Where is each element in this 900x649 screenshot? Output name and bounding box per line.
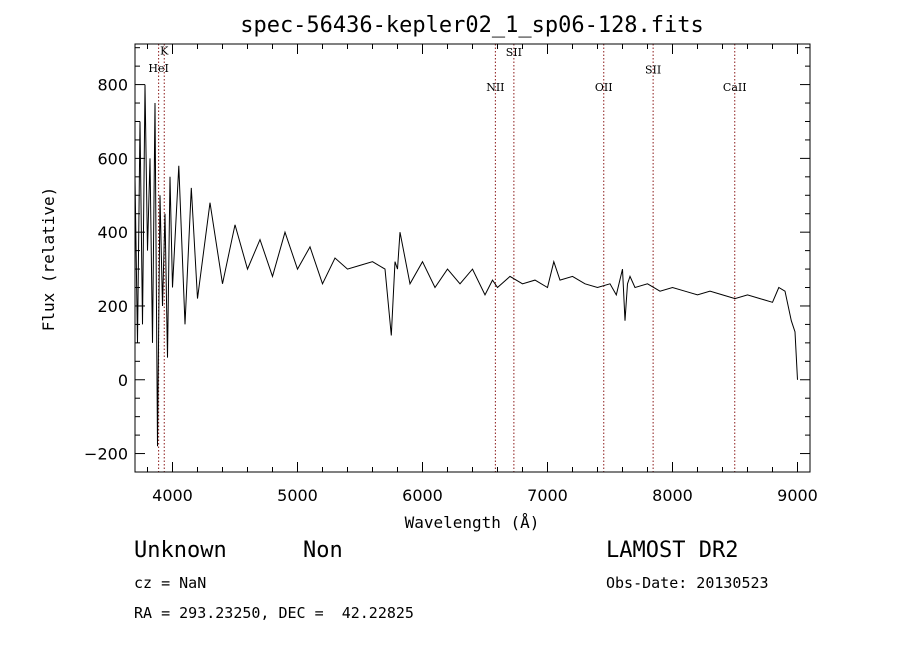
spectral-line-label: SII <box>645 64 661 77</box>
spectral-line-label: NII <box>486 81 504 94</box>
y-tick-label: 400 <box>97 223 128 242</box>
y-tick-label: 800 <box>97 76 128 95</box>
y-axis-label: Flux (relative) <box>39 187 58 332</box>
observation-date: Obs-Date: 20130523 <box>606 574 769 592</box>
spectral-line-label: SII <box>506 46 522 59</box>
survey-name: LAMOST DR2 <box>606 538 739 563</box>
x-tick-label: 5000 <box>277 486 318 505</box>
object-subclass: Non <box>303 538 343 563</box>
object-class: Unknown <box>134 538 227 563</box>
y-tick-label: 600 <box>97 149 128 168</box>
spectral-line-label: K <box>160 44 169 57</box>
spectral-line-label: HeI <box>148 62 168 75</box>
axis-ticks <box>135 44 810 472</box>
redshift-value: cz = NaN <box>134 574 207 592</box>
spectral-line-markers: K HeI NII SII OII SII CaII <box>148 44 747 472</box>
spectrum-line <box>134 84 798 447</box>
spectral-line-label: CaII <box>723 81 747 94</box>
spectral-line-label: OII <box>595 81 613 94</box>
x-tick-label: 6000 <box>402 486 443 505</box>
chart-title: spec-56436-kepler02_1_sp06-128.fits <box>240 13 704 38</box>
x-tick-label: 8000 <box>652 486 693 505</box>
y-tick-label: 200 <box>97 297 128 316</box>
axis-tick-labels: 4000 5000 6000 7000 8000 9000 −200 0 200 400 600 80… <box>84 76 818 505</box>
x-tick-label: 7000 <box>527 486 568 505</box>
plot-frame <box>134 43 811 473</box>
y-tick-label: 0 <box>118 371 128 390</box>
coordinates: RA = 293.23250, DEC = 42.22825 <box>134 604 414 622</box>
x-axis-label: Wavelength (Å) <box>405 513 540 532</box>
x-tick-label: 9000 <box>777 486 818 505</box>
y-tick-label: −200 <box>84 445 128 464</box>
x-tick-label: 4000 <box>152 486 193 505</box>
